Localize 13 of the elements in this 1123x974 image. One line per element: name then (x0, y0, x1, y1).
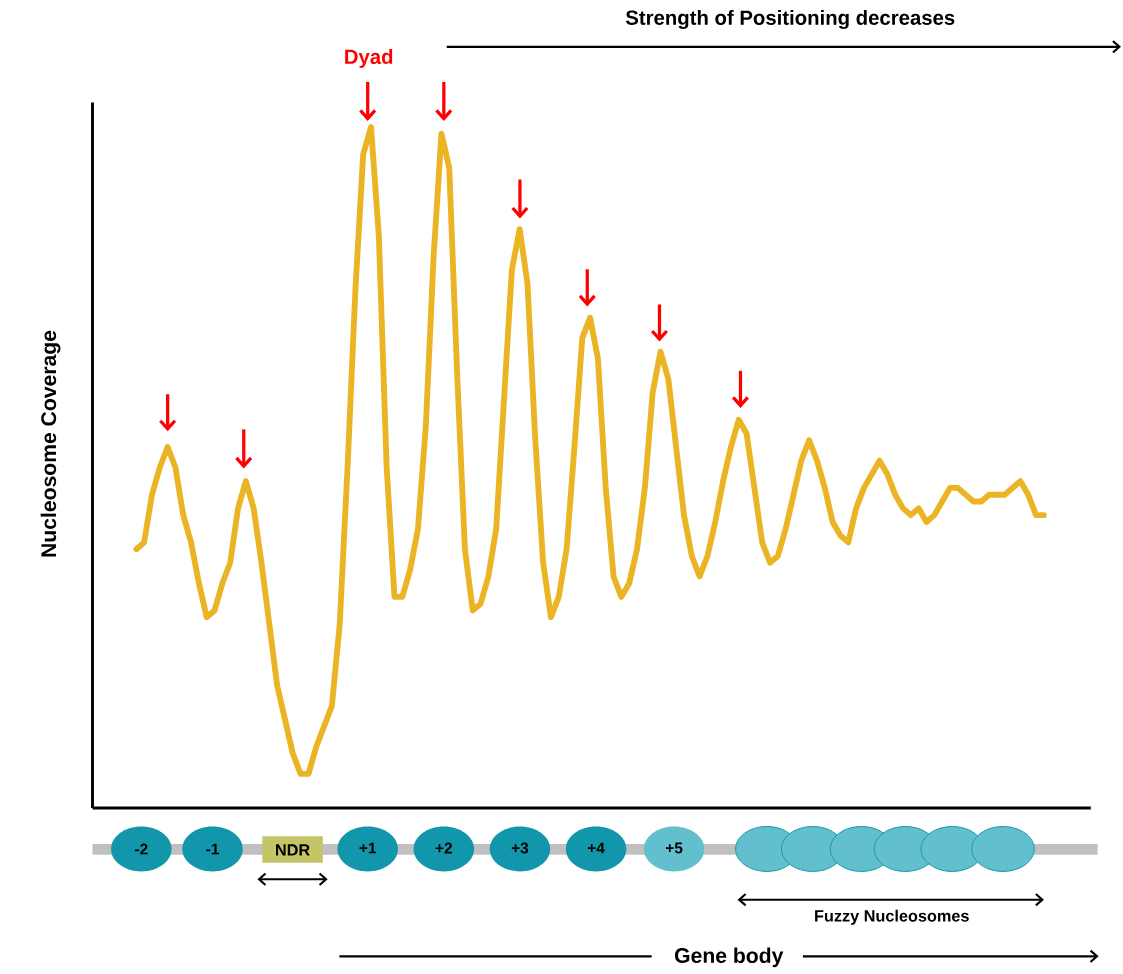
text: Gene body (675, 947, 784, 968)
text: -2 (135, 843, 148, 855)
text: +5 (665, 842, 683, 854)
y-axis-title: Nucleosome Coverage (40, 330, 61, 557)
text: Strength of Positioning decreases (625, 10, 955, 30)
text: +4 (587, 842, 605, 854)
text: -1 (206, 843, 219, 855)
text: +1 (359, 842, 377, 854)
text: Dyad (345, 49, 393, 69)
text: NDR (276, 844, 310, 856)
text: +3 (511, 842, 529, 854)
text: +2 (435, 842, 453, 854)
text: Fuzzy Nucleosomes (815, 909, 969, 925)
